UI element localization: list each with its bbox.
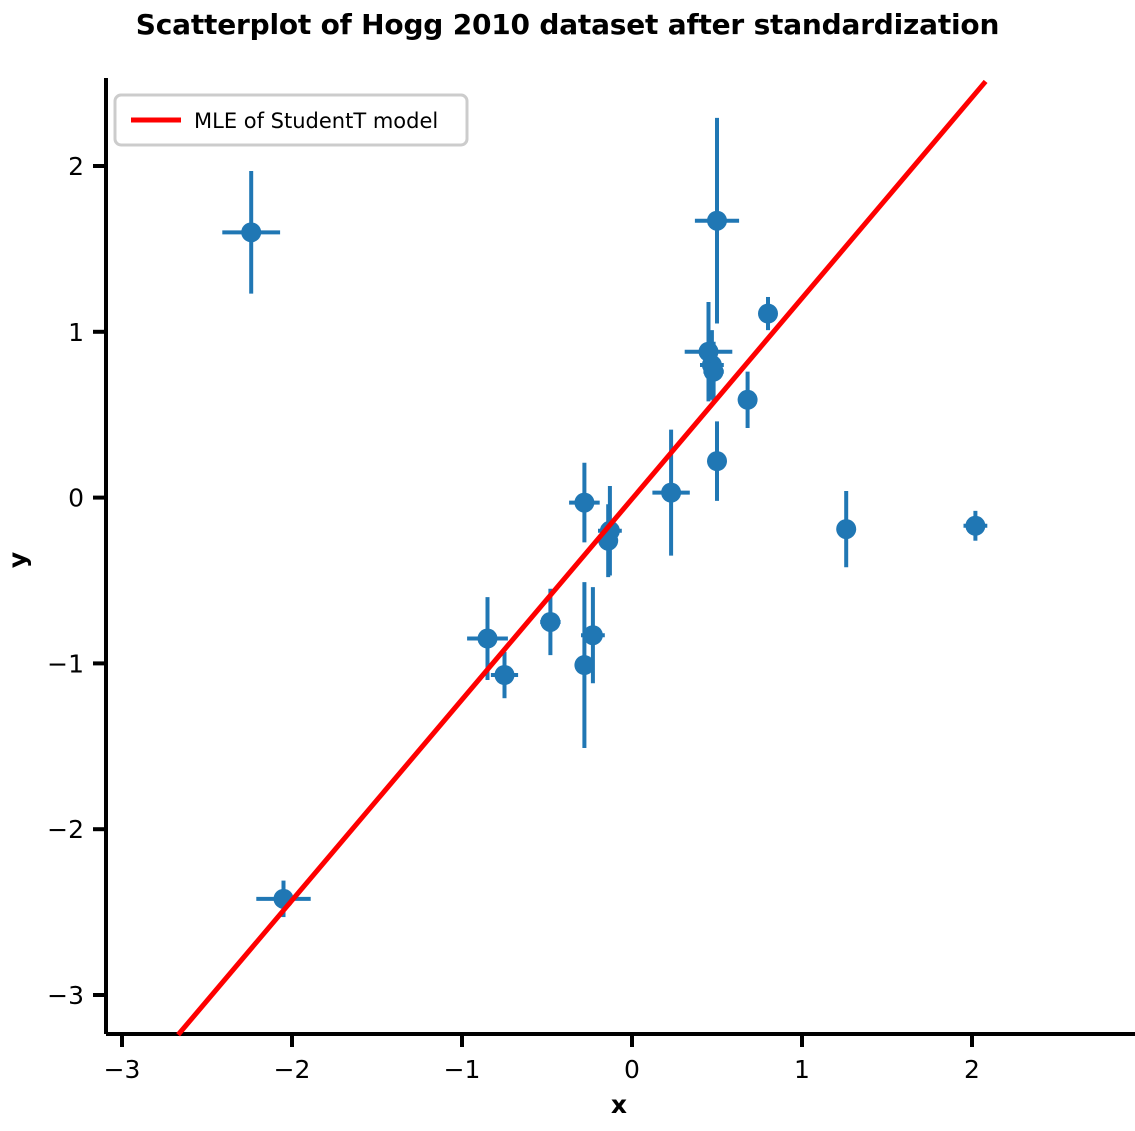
data-point — [703, 361, 724, 382]
legend: MLE of StudentT model — [113, 93, 469, 147]
data-point — [477, 628, 498, 649]
data-point — [737, 389, 758, 410]
y-tick-label: 2 — [68, 152, 84, 181]
y-tick-label: 0 — [68, 484, 84, 513]
x-tick-label: −3 — [104, 1055, 141, 1084]
data-point — [758, 303, 778, 324]
errorbar-group — [222, 117, 988, 918]
data-point — [965, 515, 986, 536]
data-point — [241, 222, 262, 243]
data-point — [836, 519, 857, 540]
x-tick-label: 2 — [964, 1055, 980, 1084]
data-point-group — [241, 210, 986, 909]
y-tick-label: −1 — [47, 649, 84, 678]
data-point — [494, 665, 515, 686]
data-point — [661, 482, 682, 503]
legend-entry-label: MLE of StudentT model — [194, 109, 438, 133]
y-axis-label: y — [3, 552, 32, 568]
legend-box — [113, 93, 469, 147]
data-point — [574, 492, 595, 513]
data-point — [540, 611, 561, 632]
x-tick-label: 1 — [794, 1055, 810, 1084]
x-tick-label: −2 — [274, 1055, 311, 1084]
data-point — [707, 451, 727, 472]
x-tick-label: 0 — [624, 1055, 640, 1084]
x-tick-label: −1 — [444, 1055, 481, 1084]
data-point — [707, 210, 727, 231]
y-axis-ticks: −3 −2 −1 0 1 2 — [47, 152, 106, 1010]
x-axis-label: x — [611, 1090, 627, 1119]
data-point — [574, 655, 595, 676]
mle-fit-line — [176, 79, 988, 1037]
page-title: Scatterplot of Hogg 2010 dataset after s… — [135, 8, 1000, 41]
y-tick-label: −3 — [47, 981, 84, 1010]
y-tick-label: −2 — [47, 815, 84, 844]
y-tick-label: 1 — [68, 318, 84, 347]
data-point — [582, 625, 603, 646]
x-axis-ticks: −3 −2 −1 0 1 2 — [104, 1034, 980, 1084]
